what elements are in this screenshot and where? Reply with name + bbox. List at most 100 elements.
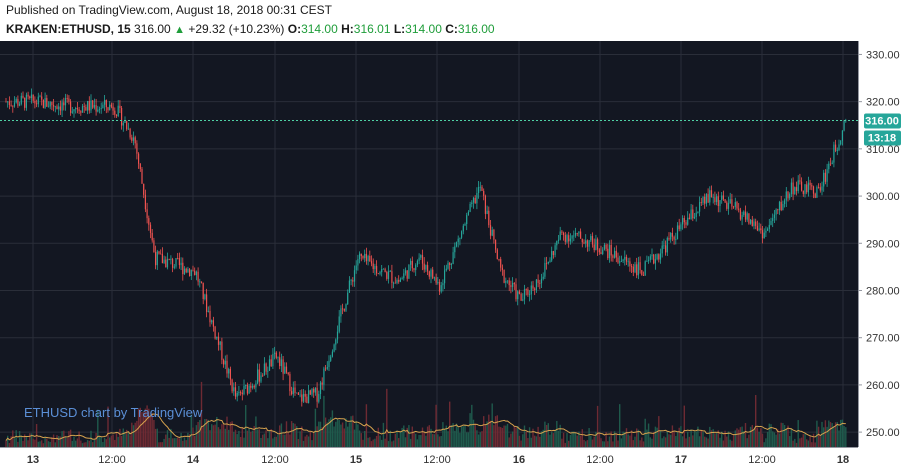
candle-body <box>109 104 111 111</box>
candle-body <box>170 259 172 260</box>
volume-bar <box>52 434 55 447</box>
candle-body <box>578 231 580 234</box>
symbol-name[interactable]: KRAKEN:ETHUSD, 15 <box>6 22 131 36</box>
candle-body <box>122 122 124 126</box>
volume-bar <box>496 415 498 447</box>
volume-bar <box>664 437 667 447</box>
volume-bar <box>285 421 288 447</box>
volume-bar <box>460 426 463 447</box>
time-axis[interactable]: 13 12:00 14 12:00 15 12:00 16 12:00 17 12:00 18 <box>0 447 909 476</box>
volume-bar <box>136 420 138 447</box>
volume-bar <box>615 434 617 447</box>
volume-bar <box>569 434 572 447</box>
candle-body <box>491 229 493 236</box>
candle-body <box>323 368 325 385</box>
candle-body <box>206 294 208 312</box>
volume-bar <box>727 431 730 447</box>
candle-body <box>319 382 322 395</box>
volume-bar <box>537 426 539 447</box>
volume-bar <box>122 428 124 447</box>
volume-bar <box>542 429 544 447</box>
volume-bar <box>131 422 133 447</box>
candle-body <box>78 109 80 112</box>
volume-bar <box>653 432 655 447</box>
candle-body <box>581 238 583 243</box>
candle-body <box>636 264 638 276</box>
volume-bar <box>494 416 497 447</box>
candle-body <box>44 98 46 108</box>
volume-bar <box>199 420 201 447</box>
volume-bar <box>195 425 198 447</box>
volume-bar <box>109 437 111 447</box>
candle-body <box>554 245 556 255</box>
volume-bar <box>809 435 811 447</box>
candle-body <box>396 280 398 284</box>
price-chart[interactable]: 330.00 320.00 310.00 300.00 290.00 280.00 270.… <box>0 41 909 476</box>
volume-bar <box>241 427 243 447</box>
volume-bar <box>787 425 789 447</box>
time-tick-label: 12:00 <box>98 454 126 466</box>
volume-bar <box>715 432 718 447</box>
candle-body <box>600 252 602 255</box>
candle-body <box>447 262 449 269</box>
volume-bar <box>697 426 699 447</box>
candle-body <box>68 98 70 102</box>
candle-body <box>234 387 237 397</box>
volume-bar <box>265 430 267 447</box>
candle-body <box>360 253 362 256</box>
candle-body <box>384 268 386 273</box>
volume-bar <box>683 405 685 447</box>
volume-bar <box>340 424 342 447</box>
candle-body <box>182 262 184 275</box>
candle-body <box>285 366 288 373</box>
candle-body <box>724 199 726 203</box>
candle-body <box>112 106 114 111</box>
candle-body <box>219 341 221 345</box>
volume-bar <box>792 440 794 447</box>
candle-body <box>780 201 782 211</box>
candle-body <box>333 344 335 352</box>
candle-body <box>442 283 444 286</box>
volume-bar <box>607 441 609 447</box>
candle-body <box>782 204 784 211</box>
candle-body <box>420 255 422 258</box>
volume-bar <box>149 416 152 447</box>
volume-bar <box>666 431 668 447</box>
volume-moving-average <box>5 413 846 441</box>
candle-body <box>296 392 298 394</box>
candle-body <box>665 245 667 253</box>
volume-bar <box>37 441 39 447</box>
candle-body <box>695 212 697 217</box>
candle-body <box>12 105 14 107</box>
volume-bar <box>459 432 461 447</box>
bar-countdown-tag: 13:18 <box>864 130 901 146</box>
price-axis[interactable]: 330.00 320.00 310.00 300.00 290.00 280.00 270.… <box>858 41 909 476</box>
volume-bar <box>321 427 323 447</box>
volume-bar <box>756 427 759 447</box>
candle-body <box>750 219 752 224</box>
volume-bar <box>229 422 232 447</box>
volume-bar <box>722 440 725 447</box>
candle-body <box>226 360 228 374</box>
volume-bar <box>102 442 104 447</box>
volume-bar <box>338 420 340 447</box>
candle-body <box>753 221 755 227</box>
candle-body <box>311 388 313 395</box>
volume-bar <box>246 430 249 447</box>
candle-body <box>126 121 128 130</box>
candle-body <box>370 261 373 264</box>
candle-body <box>612 255 614 258</box>
candle-body <box>229 368 231 380</box>
candle-body <box>539 282 541 284</box>
candle-body <box>802 190 804 194</box>
candle-body <box>231 379 233 392</box>
volume-bar <box>613 431 616 447</box>
candle-body <box>263 363 265 376</box>
volume-bar <box>328 419 330 447</box>
candle-body <box>699 202 701 212</box>
candle-body <box>76 108 78 110</box>
volume-bar <box>739 427 742 447</box>
volume-bar <box>591 439 594 447</box>
volume-bar <box>539 436 541 447</box>
volume-bar <box>443 429 446 447</box>
